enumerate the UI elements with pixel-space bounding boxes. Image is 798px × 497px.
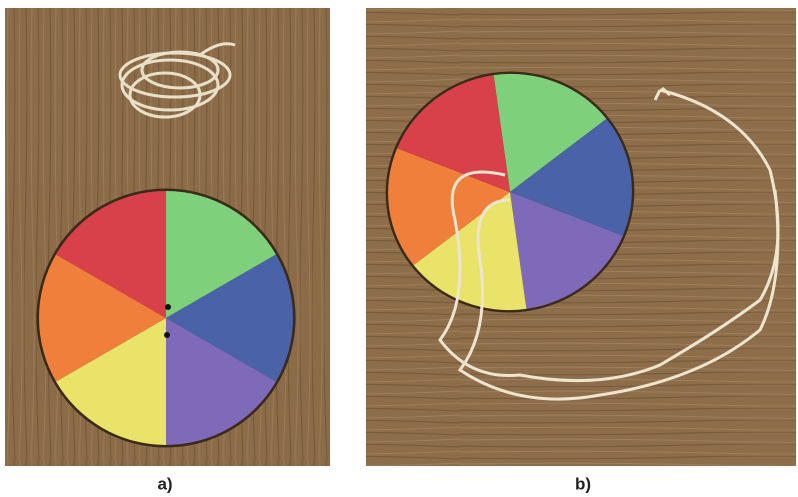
panel-a: a) <box>5 8 330 493</box>
hole <box>164 332 170 338</box>
panel-b: b) <box>366 8 796 493</box>
panel-label: a) <box>157 474 172 493</box>
string <box>438 86 780 401</box>
color-wheel <box>36 188 296 448</box>
panel-label: b) <box>575 474 591 493</box>
string-coil <box>118 42 236 119</box>
hole <box>165 304 171 310</box>
